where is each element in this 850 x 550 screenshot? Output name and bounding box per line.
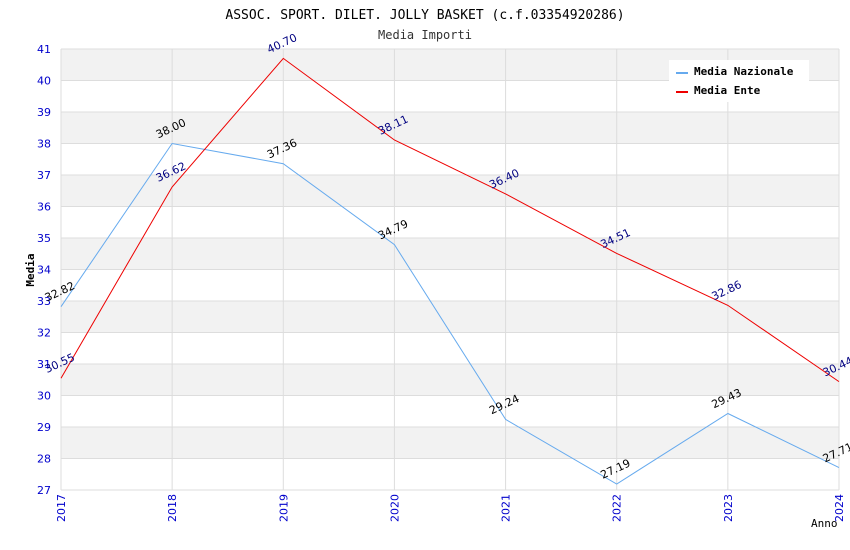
- band: [61, 112, 839, 144]
- y-tick-label: 35: [37, 232, 51, 245]
- legend-label-media-ente: Media Ente: [694, 84, 761, 97]
- y-tick-label: 27: [37, 484, 51, 497]
- x-tick-label: 2017: [55, 494, 68, 522]
- chart-subtitle: Media Importi: [378, 28, 472, 42]
- band: [61, 301, 839, 333]
- series-line-media-nazionale: [60, 142, 840, 485]
- y-tick-label: 34: [37, 264, 51, 277]
- y-tick-label: 37: [37, 169, 51, 182]
- y-tick-label: 41: [37, 43, 51, 56]
- y-tick-label: 40: [37, 75, 51, 88]
- legend: Media Nazionale Media Ente: [669, 60, 809, 102]
- plot-bands: [61, 49, 839, 459]
- x-tick-label: 2019: [277, 494, 290, 522]
- legend-box: [669, 60, 809, 102]
- x-tick-label: 2024: [833, 494, 846, 522]
- x-tick-label: 2020: [388, 494, 401, 522]
- chart-title: ASSOC. SPORT. DILET. JOLLY BASKET (c.f.0…: [225, 8, 624, 23]
- y-axis-label: Media: [24, 253, 37, 286]
- legend-label-media-nazionale: Media Nazionale: [694, 65, 794, 78]
- x-tick-labels: 2017 2018 2019 2020 2021 2022 2023 2024: [55, 494, 846, 522]
- x-tick-label: 2022: [611, 494, 624, 522]
- x-tick-label: 2023: [722, 494, 735, 522]
- series-lines: [60, 57, 840, 485]
- band: [61, 238, 839, 270]
- y-tick-label: 30: [37, 390, 51, 403]
- series-line-media-ente: [60, 57, 840, 383]
- y-tick-label: 31: [37, 358, 51, 371]
- data-label: 32.86: [710, 278, 744, 303]
- y-tick-label: 36: [37, 201, 51, 214]
- band: [61, 427, 839, 459]
- y-tick-label: 29: [37, 421, 51, 434]
- y-tick-labels: 27 28 29 30 31 32 33 34 35 36 37 38 39 40 41: [37, 43, 51, 497]
- y-tick-label: 38: [37, 138, 51, 151]
- y-tick-label: 33: [37, 295, 51, 308]
- y-tick-label: 28: [37, 453, 51, 466]
- band: [61, 364, 839, 396]
- y-tick-label: 39: [37, 106, 51, 119]
- grid-lines: [60, 48, 840, 491]
- x-tick-label: 2018: [166, 494, 179, 522]
- band: [61, 175, 839, 207]
- x-tick-label: 2021: [500, 494, 513, 522]
- data-label: 27.19: [598, 457, 632, 482]
- x-axis-label: Anno: [811, 517, 838, 530]
- y-tick-label: 32: [37, 327, 51, 340]
